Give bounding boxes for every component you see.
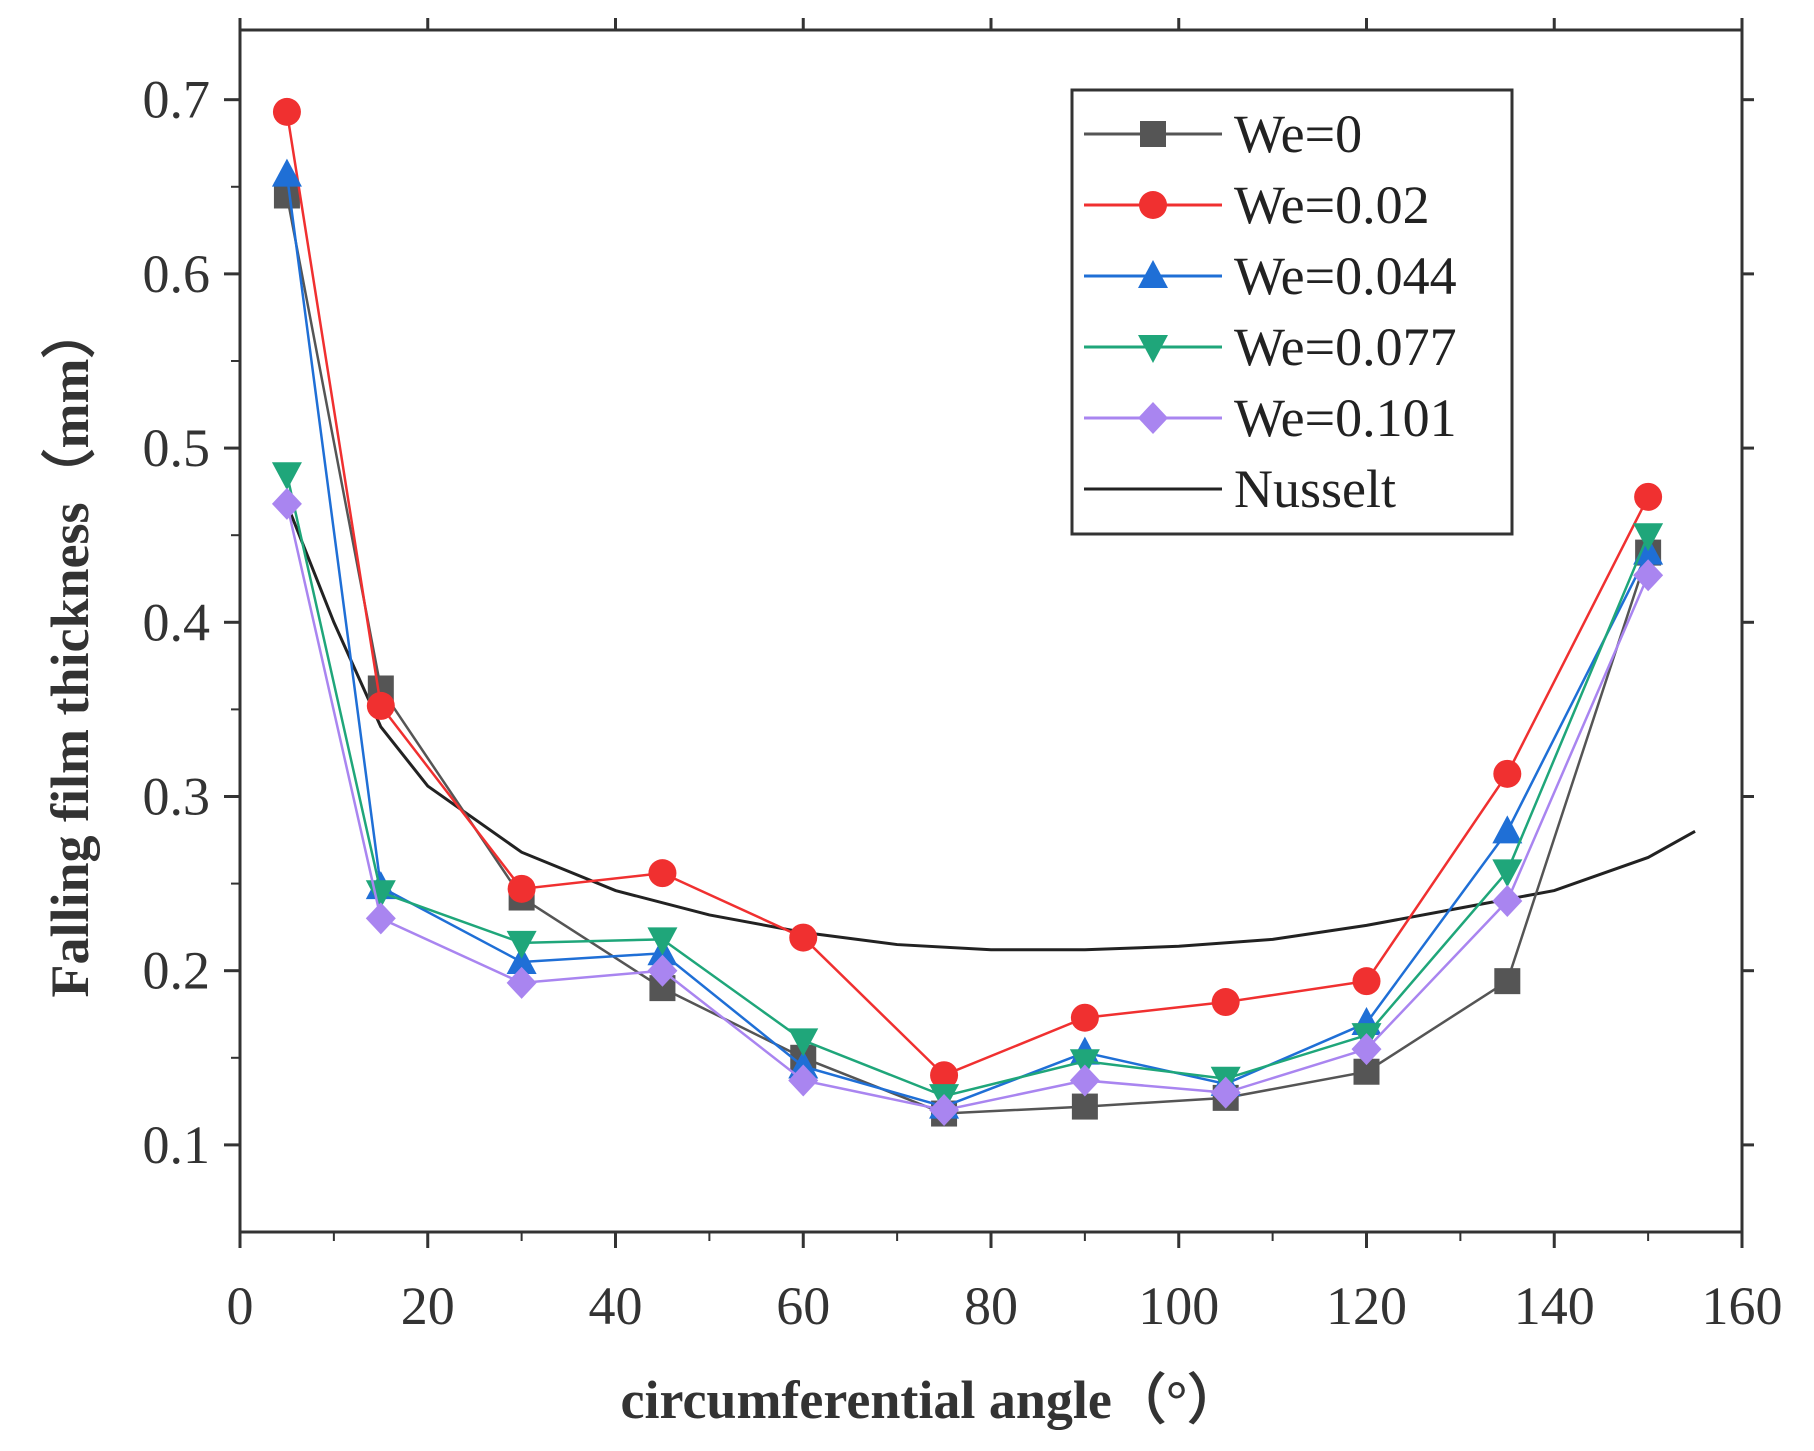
y-tick-label: 0.2 <box>143 941 211 1001</box>
legend-marker-1 <box>1139 191 1167 219</box>
data-point-1-7 <box>1211 988 1240 1017</box>
legend-marker-2 <box>1138 260 1168 288</box>
x-tick-label: 40 <box>589 1276 643 1336</box>
data-point-4-1 <box>365 902 396 935</box>
y-tick-label: 0.5 <box>143 418 211 478</box>
legend-label: We=0 <box>1234 104 1362 164</box>
data-point-4-8 <box>1351 1033 1382 1066</box>
y-tick-label: 0.3 <box>143 766 211 826</box>
data-point-3-4 <box>788 1028 819 1057</box>
data-point-1-2 <box>507 874 536 903</box>
data-point-4-4 <box>788 1064 819 1097</box>
x-tick-label: 140 <box>1514 1276 1595 1336</box>
data-point-1-9 <box>1493 759 1522 788</box>
data-point-3-2 <box>506 930 537 959</box>
plot-area <box>271 97 1696 1127</box>
data-point-1-6 <box>1070 1003 1099 1032</box>
data-point-1-5 <box>930 1061 959 1090</box>
data-point-0-6 <box>1071 1093 1098 1120</box>
y-tick-label: 0.6 <box>143 244 211 304</box>
legend-marker-0 <box>1140 121 1166 147</box>
data-point-3-6 <box>1069 1049 1100 1078</box>
x-tick-label: 100 <box>1138 1276 1219 1336</box>
data-point-4-10 <box>1633 559 1664 592</box>
data-point-1-8 <box>1352 967 1381 996</box>
data-point-4-3 <box>647 954 678 987</box>
x-tick-label: 120 <box>1326 1276 1407 1336</box>
x-tick-label: 160 <box>1702 1276 1783 1336</box>
data-point-4-7 <box>1210 1076 1241 1109</box>
legend-label: We=0.101 <box>1234 388 1457 448</box>
legend-label: We=0.077 <box>1234 317 1457 377</box>
data-point-1-1 <box>366 691 395 720</box>
data-point-3-0 <box>271 462 302 491</box>
data-point-4-0 <box>271 487 302 520</box>
y-tick-label: 0.1 <box>143 1115 211 1175</box>
axes: 0 20 40 60 80 100 120 140 160 0.1 0.2 0.3 0.4 0.5 0.6 0… <box>40 18 1783 1430</box>
y-tick-label: 0.4 <box>143 592 211 652</box>
data-point-0-9 <box>1494 968 1521 995</box>
data-point-2-9 <box>1492 815 1523 844</box>
data-point-3-10 <box>1633 523 1664 552</box>
x-tick-label: 60 <box>776 1276 830 1336</box>
data-point-1-0 <box>272 97 301 126</box>
legend-box <box>1070 88 1514 536</box>
legend-marker-3 <box>1138 335 1168 363</box>
legend: We=0 We=0.02 We=0.044 We=0.077 We=0.101 Nusse… <box>1070 88 1514 536</box>
x-tick-label: 20 <box>401 1276 455 1336</box>
data-point-3-3 <box>647 927 678 956</box>
data-point-1-3 <box>648 859 677 888</box>
data-point-4-2 <box>506 966 537 999</box>
data-point-3-9 <box>1492 859 1523 888</box>
data-point-2-2 <box>506 945 537 974</box>
x-tick-label: 80 <box>964 1276 1018 1336</box>
data-point-1-10 <box>1634 482 1663 511</box>
x-tick-label: 0 <box>227 1276 254 1336</box>
legend-label: We=0.044 <box>1234 246 1457 306</box>
data-point-4-5 <box>929 1094 960 1127</box>
y-axis-title: Falling film thickness（mm） <box>40 304 100 997</box>
legend-marker-4 <box>1138 402 1168 434</box>
data-point-0-0 <box>273 182 300 209</box>
legend-label: We=0.02 <box>1234 175 1430 235</box>
legend-label-nusselt: Nusselt <box>1234 459 1396 519</box>
y-tick-label: 0.7 <box>143 70 211 130</box>
data-point-2-0 <box>271 158 302 187</box>
data-point-4-6 <box>1069 1064 1100 1097</box>
x-axis-title: circumferential angle（°） <box>621 1370 1242 1430</box>
data-point-4-9 <box>1492 885 1523 918</box>
nusselt-curve <box>285 503 1696 952</box>
data-point-1-4 <box>789 923 818 952</box>
